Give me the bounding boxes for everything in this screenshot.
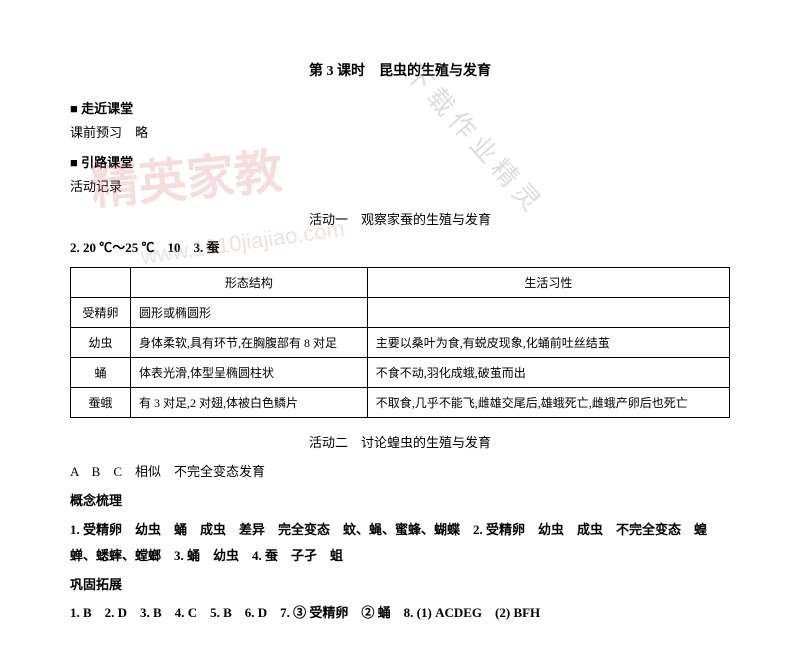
concept-header: 概念梳理 [70,489,730,512]
table-header-cell: 生活习性 [367,268,729,298]
table-row: 蛹 体表光滑,体型呈椭圆柱状 不食不动,羽化成蛾,破茧而出 [71,358,730,388]
concept-line: 1. 受精卵 幼虫 蛹 成虫 差异 完全变态 蚊、蝇、蜜蜂、蝴蝶 2. 受精卵 … [70,517,730,569]
silkworm-table: 形态结构 生活习性 受精卵 圆形或椭圆形 幼虫 身体柔软,具有环节,在胸腹部有 … [70,267,730,418]
morph-cell: 圆形或椭圆形 [131,298,368,328]
text-line: 活动记录 [70,175,730,198]
row-label: 蚕蛾 [71,388,131,418]
morph-cell: 体表光滑,体型呈椭圆柱状 [131,358,368,388]
row-label: 蛹 [71,358,131,388]
habit-cell [367,298,729,328]
morph-cell: 有 3 对足,2 对翅,体被白色鳞片 [131,388,368,418]
table-header-row: 形态结构 生活习性 [71,268,730,298]
table-header-cell [71,268,131,298]
row-label: 受精卵 [71,298,131,328]
activity2-answers: A B C 相似 不完全变态发育 [70,459,730,485]
row-label: 幼虫 [71,328,131,358]
table-row: 幼虫 身体柔软,具有环节,在胸腹部有 8 对足 主要以桑叶为食,有蜕皮现象,化蛹… [71,328,730,358]
activity-title-2: 活动二 讨论蝗虫的生殖与发育 [70,432,730,451]
section-header-2: ■ 引路课堂 [70,152,730,171]
text-line: 课前预习 略 [70,121,730,144]
table-header-cell: 形态结构 [131,268,368,298]
habit-cell: 不取食,几乎不能飞,雌雄交尾后,雄蛾死亡,雌蛾产卵后也死亡 [367,388,729,418]
consolidate-header: 巩固拓展 [70,573,730,596]
habit-cell: 不食不动,羽化成蛾,破茧而出 [367,358,729,388]
morph-cell: 身体柔软,具有环节,在胸腹部有 8 对足 [131,328,368,358]
habit-cell: 主要以桑叶为食,有蜕皮现象,化蛹前吐丝结茧 [367,328,729,358]
consolidate-line: 1. B 2. D 3. B 4. C 5. B 6. D 7. ③ 受精卵 ②… [70,600,730,626]
activity-title-1: 活动一 观察家蚕的生殖与发育 [70,209,730,228]
document-content: 第 3 课时 昆虫的生殖与发育 ■ 走近课堂 课前预习 略 ■ 引路课堂 活动记… [70,60,730,626]
table-row: 受精卵 圆形或椭圆形 [71,298,730,328]
section-header-1: ■ 走近课堂 [70,98,730,117]
table-row: 蚕蛾 有 3 对足,2 对翅,体被白色鳞片 不取食,几乎不能飞,雌雄交尾后,雄蛾… [71,388,730,418]
